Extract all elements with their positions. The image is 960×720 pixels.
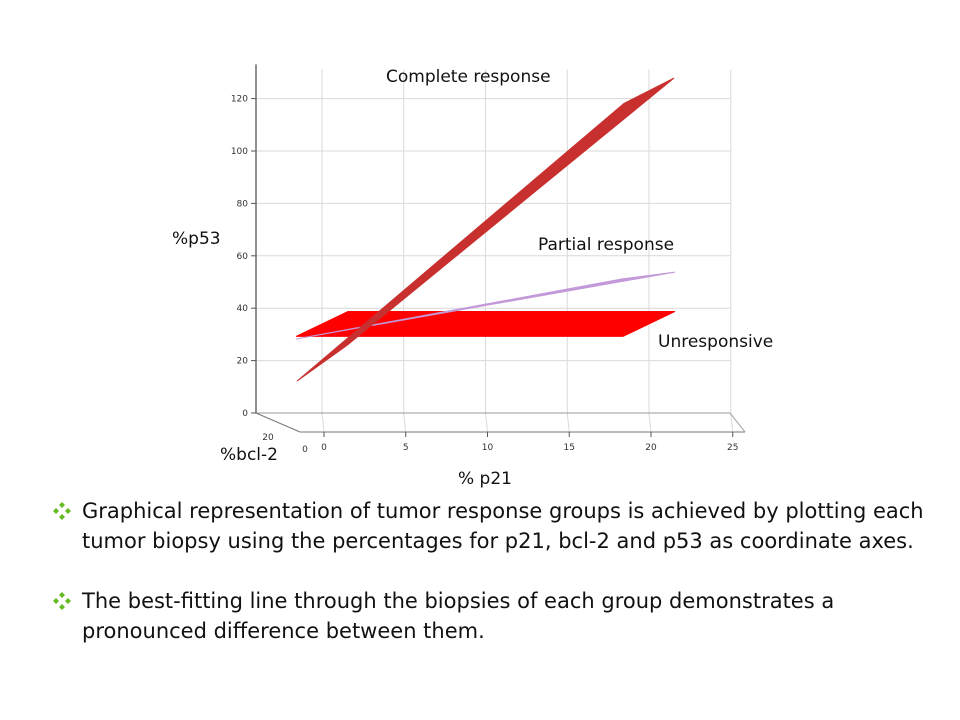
bullet-text: Graphical representation of tumor respon… — [82, 499, 924, 553]
surface-unresponsive — [295, 310, 676, 337]
x-axis-label: % p21 — [458, 469, 512, 489]
floor-right-edge — [729, 412, 746, 433]
annotations: Complete response Partial response Unrespo… — [172, 67, 773, 489]
y-axis-label: %bcl-2 — [220, 445, 278, 465]
x-tick-label: 25 — [727, 443, 738, 453]
four-diamond-star-icon — [53, 592, 71, 610]
series-label: Unresponsive — [658, 332, 773, 352]
tick-labels: 0 20 40 60 80 100 120 0 5 10 15 20 25 0 20 — [231, 95, 739, 455]
x-tick-label: 0 — [321, 443, 327, 453]
z-tick-label: 60 — [237, 252, 249, 262]
y-tick-label: 0 — [302, 445, 308, 455]
y-tick-label: 20 — [262, 433, 274, 443]
bullet-text: The best-fitting line through the biopsi… — [82, 589, 835, 643]
floor-gridline — [566, 412, 570, 433]
z-tick-label: 40 — [237, 304, 249, 314]
z-tick-label: 20 — [237, 357, 249, 367]
x-tick-label: 20 — [645, 443, 657, 453]
z-tick-label: 0 — [242, 409, 248, 419]
response-3d-chart: 0 20 40 60 80 100 120 0 5 10 15 20 25 0 20 Complete re… — [172, 64, 773, 489]
bullet-list: Graphical representation of tumor respon… — [52, 496, 952, 646]
z-axis-label: %p53 — [172, 229, 221, 249]
surfaces — [295, 77, 676, 382]
grid — [256, 69, 734, 433]
axes — [251, 64, 746, 437]
z-tick-label: 80 — [237, 199, 249, 209]
floor-gridline — [321, 412, 325, 433]
z-tick-label: 120 — [231, 95, 248, 105]
floor-gridline — [648, 412, 652, 433]
x-tick-label: 15 — [564, 443, 575, 453]
series-label: Partial response — [538, 235, 674, 255]
bullet-item: The best-fitting line through the biopsi… — [52, 586, 952, 646]
bullet-item: Graphical representation of tumor respon… — [52, 496, 952, 556]
floor-gridline — [485, 412, 488, 433]
y-axis-line — [255, 412, 301, 433]
series-label: Complete response — [386, 67, 551, 87]
surface-partial-response — [295, 271, 676, 340]
four-diamond-star-icon — [53, 502, 71, 520]
x-tick-label: 5 — [403, 443, 409, 453]
surface-complete-response — [296, 77, 675, 382]
floor-gridline — [403, 412, 407, 433]
z-tick-label: 100 — [231, 147, 248, 157]
floor-gridline — [730, 412, 734, 433]
x-tick-label: 10 — [482, 443, 494, 453]
